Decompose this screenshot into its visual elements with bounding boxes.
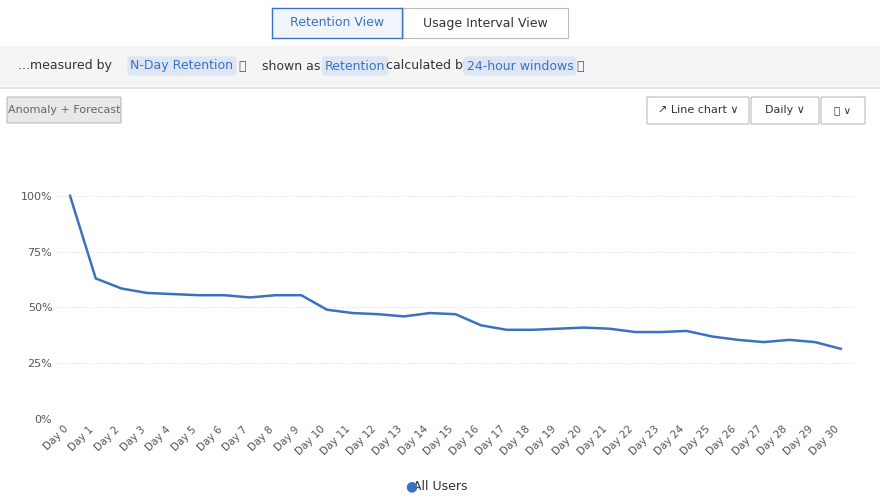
Text: Anomaly + Forecast: Anomaly + Forecast [8,105,121,115]
Text: Daily ∨: Daily ∨ [765,105,805,115]
Text: ⓘ: ⓘ [238,59,246,72]
Text: N-Day Retention: N-Day Retention [130,59,233,72]
Text: 24-hour windows: 24-hour windows [466,59,574,72]
Text: ●: ● [405,480,417,494]
FancyBboxPatch shape [751,97,819,124]
Text: calculated by: calculated by [385,59,470,72]
Text: ...measured by: ...measured by [18,59,112,72]
Text: Retention: Retention [325,59,385,72]
Text: ⓘ: ⓘ [576,59,583,72]
FancyBboxPatch shape [7,97,121,123]
Text: All Users: All Users [413,480,467,493]
Text: Usage Interval View: Usage Interval View [423,16,548,29]
Text: shown as: shown as [262,59,320,72]
FancyBboxPatch shape [821,97,865,124]
Text: Retention View: Retention View [290,16,384,29]
Text: 📅 ∨: 📅 ∨ [834,105,852,115]
Text: ↗ Line chart ∨: ↗ Line chart ∨ [657,105,738,115]
FancyBboxPatch shape [647,97,749,124]
